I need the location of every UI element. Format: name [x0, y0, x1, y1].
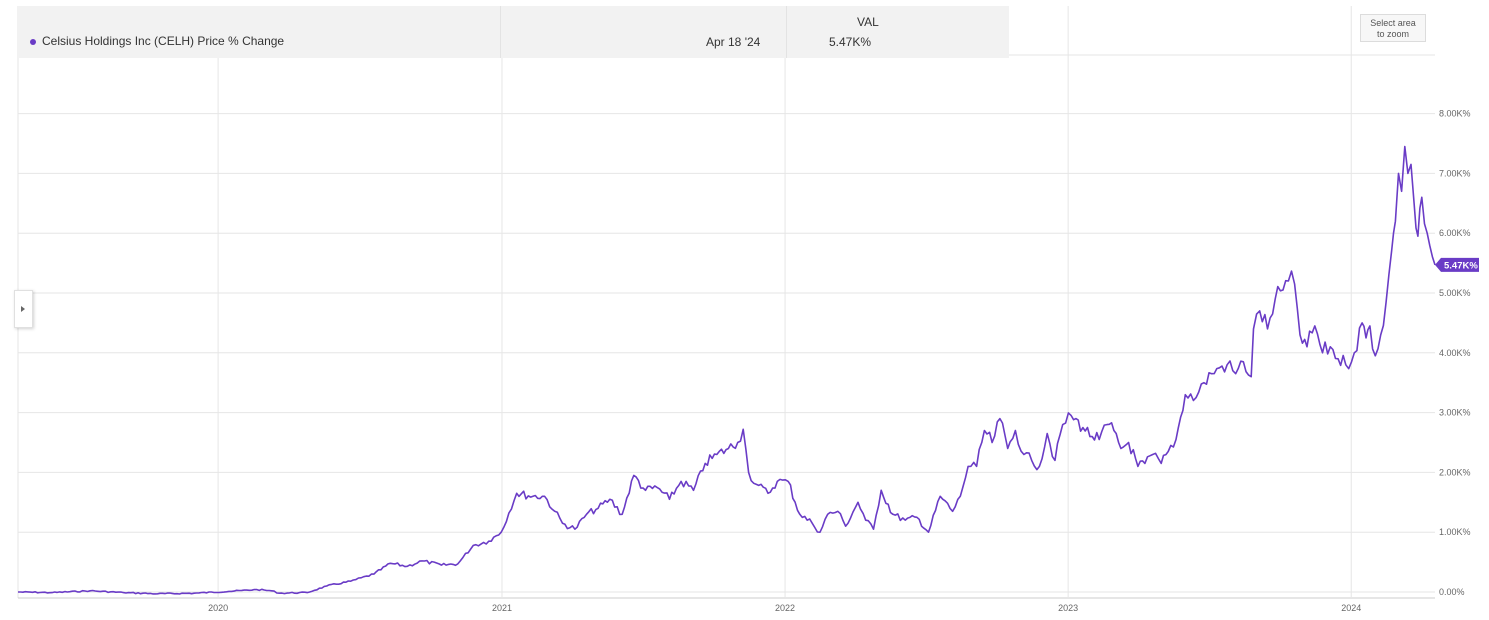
legend-column-header: VAL: [857, 15, 879, 29]
legend-panel: Celsius Holdings Inc (CELH) Price % Chan…: [18, 6, 1009, 58]
legend-date: Apr 18 '24: [706, 35, 761, 49]
grid: [17, 6, 1435, 599]
chevron-right-icon: [21, 306, 25, 312]
x-tick-label: 2021: [492, 603, 512, 613]
expand-panel-button[interactable]: [14, 290, 33, 328]
y-tick-label: 6.00K%: [1439, 228, 1471, 238]
y-tick-label: 8.00K%: [1439, 109, 1471, 119]
series-line[interactable]: [18, 145, 1436, 595]
x-tick-label: 2024: [1341, 603, 1361, 613]
x-tick-label: 2020: [208, 603, 228, 613]
y-tick-label: 5.00K%: [1439, 288, 1471, 298]
y-tick-label: 3.00K%: [1439, 408, 1471, 418]
zoom-button-line1: Select area: [1370, 18, 1416, 28]
legend-series-name[interactable]: Celsius Holdings Inc (CELH) Price % Chan…: [42, 34, 285, 48]
y-tick-label: 1.00K%: [1439, 527, 1471, 537]
last-value-label: 5.47K%: [1444, 260, 1478, 271]
last-value-flag-shape: [1435, 257, 1479, 272]
last-value-flag: 5.47K%: [1435, 257, 1479, 272]
y-axis: 0.00% 1.00K% 2.00K% 3.00K% 4.00K% 5.00K% 6.00K…: [1439, 109, 1471, 597]
y-tick-label: 2.00K%: [1439, 467, 1471, 477]
y-tick-label: 7.00K%: [1439, 168, 1471, 178]
zoom-button-line2: to zoom: [1376, 29, 1409, 39]
y-tick-label: 0.00%: [1439, 587, 1465, 597]
series-layer: [18, 145, 1436, 595]
legend-divider: [500, 6, 501, 58]
x-tick-label: 2022: [775, 603, 795, 613]
legend-divider: [786, 6, 787, 58]
select-area-to-zoom-button[interactable]: Select area to zoom: [1360, 14, 1426, 42]
x-tick-label: 2023: [1058, 603, 1078, 613]
y-tick-label: 4.00K%: [1439, 348, 1471, 358]
legend-value: 5.47K%: [829, 35, 872, 49]
series-color-dot: [30, 39, 36, 45]
x-axis: 2020 2021 2022 2023 2024: [208, 603, 1361, 613]
